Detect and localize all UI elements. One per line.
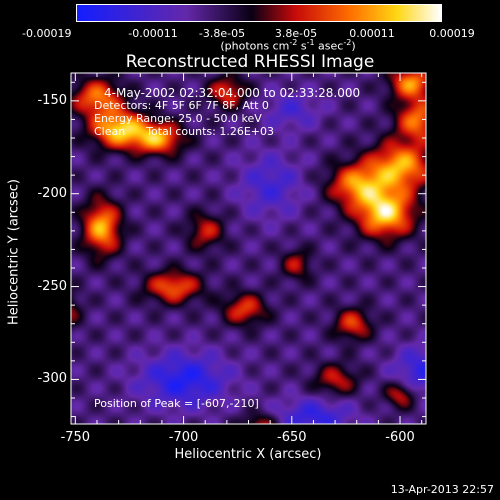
colorbar-tick-label: -3.8e-05	[198, 27, 246, 40]
colorbar-units: (photons cm-2 s-1 asec-2)	[220, 38, 356, 53]
colorbar-tick-label: -0.00011	[128, 27, 178, 40]
x-tick-label: -700	[168, 430, 199, 445]
y-tick-label: -300	[37, 371, 67, 387]
colorbar-tick-label: 0.00019	[429, 27, 475, 40]
info-energy-range: Energy Range: 25.0 - 50.0 keV	[94, 112, 262, 125]
colorbar-tick-label: 0.00011	[349, 27, 395, 40]
x-tick-label: -750	[60, 430, 91, 445]
y-tick-label: -150	[37, 92, 67, 108]
peak-position: Position of Peak = [-607,-210]	[94, 397, 259, 410]
x-tick-label: -600	[385, 430, 415, 445]
x-tick-label: -650	[277, 430, 307, 445]
y-tick-label: -200	[37, 185, 67, 201]
datestamp: 13-Apr-2013 22:57	[390, 483, 494, 496]
colorbar-tick-label: 3.8e-05	[274, 27, 318, 40]
colorbar-tick-label: -0.00019	[22, 27, 72, 40]
plot-title: Reconstructed RHESSI Image	[125, 52, 375, 72]
y-axis-label: Heliocentric Y (arcsec)	[6, 179, 22, 325]
info-clean-counts: Clean Total counts: 1.26E+03	[94, 125, 275, 138]
y-tick-label: -250	[37, 278, 67, 294]
info-time-range: 4-May-2002 02:32:04.000 to 02:33:28.000	[104, 86, 361, 100]
x-axis-label: Heliocentric X (arcsec)	[174, 447, 322, 462]
colorbar	[76, 4, 442, 22]
info-detectors: Detectors: 4F 5F 6F 7F 8F, Att 0	[94, 99, 269, 112]
